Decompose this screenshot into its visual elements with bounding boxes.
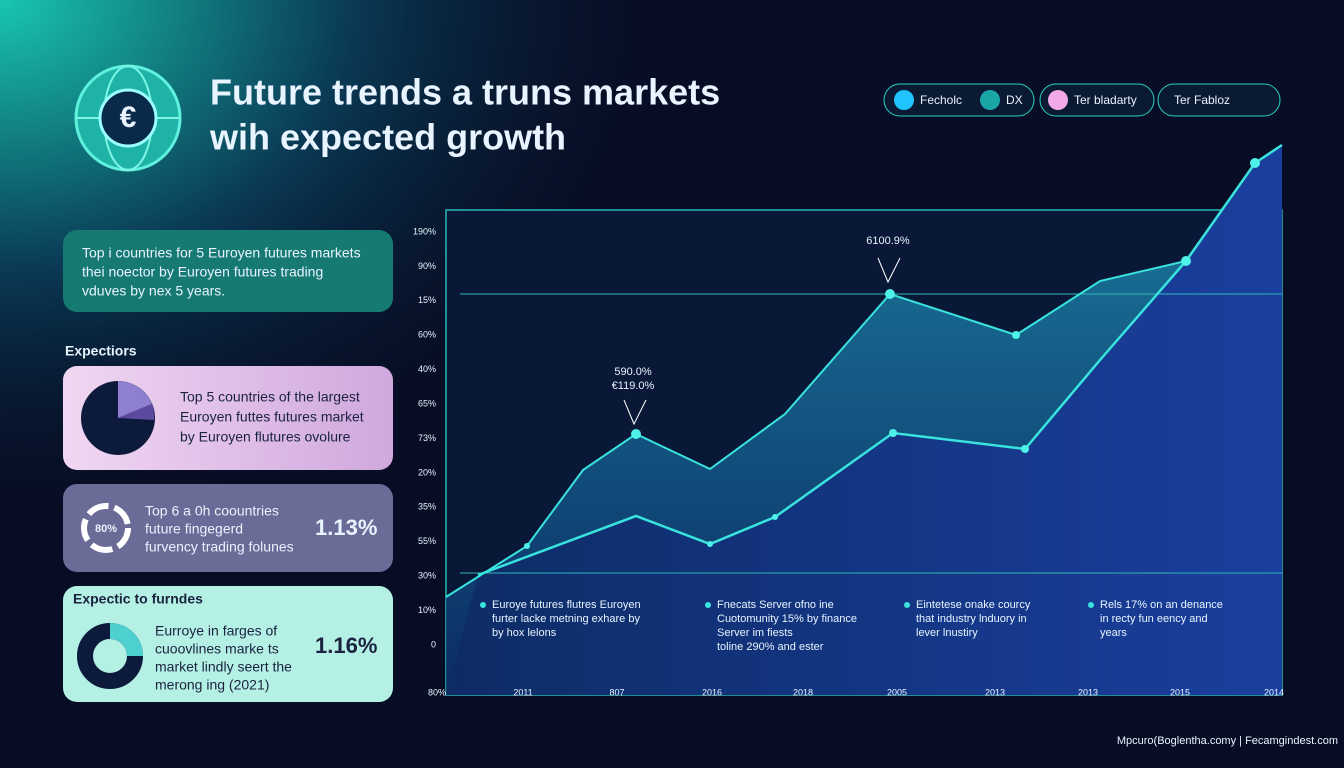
note: toline 290% and ester: [717, 641, 824, 653]
annotation: €119.0%: [612, 380, 655, 392]
cards: Top i countries for 5 Euroyen futures ma…: [63, 230, 393, 702]
y-label: 15%: [418, 295, 436, 305]
y-label: 65%: [418, 398, 436, 408]
note: Server im fiests: [717, 627, 793, 639]
card: [63, 586, 393, 702]
card-text: Top 6 a 0h coountries: [145, 503, 279, 519]
card-text: market lindly seert the: [155, 659, 292, 675]
logo: €: [74, 64, 182, 172]
section-label: Expectiors: [65, 343, 137, 359]
note: Cuotomunity 15% by finance: [717, 613, 857, 625]
card-text: by Euroyen flutures ovolure: [180, 429, 351, 445]
y-label: 30%: [418, 571, 436, 581]
y-label: 35%: [418, 502, 436, 512]
nav-pill[interactable]: [1157, 83, 1281, 117]
title: Future trends a truns markets: [210, 72, 720, 113]
y-label: 10%: [418, 605, 436, 615]
note-bullet: [904, 602, 910, 608]
y-label: 190%: [413, 226, 436, 236]
card-heading: Expectic to furndes: [73, 591, 203, 607]
y-label: 40%: [418, 364, 436, 374]
annotation: 590.0%: [614, 366, 652, 378]
card-text: Top 5 countries of the largest: [180, 389, 360, 405]
note: years: [1100, 627, 1127, 639]
footer: Mpcuro(Boglentha.comy | Fecamgindest.com: [1117, 735, 1338, 747]
x-label: 2016: [702, 687, 722, 697]
card: [63, 366, 393, 470]
nav-item[interactable]: Ter Fabloz: [1174, 93, 1230, 107]
svg-text:€: €: [120, 101, 137, 134]
y-label: 73%: [418, 433, 436, 443]
y-label: 55%: [418, 536, 436, 546]
stat: 1.16%: [315, 633, 377, 658]
note-bullet: [1088, 602, 1094, 608]
card-text: cuoovlines marke ts: [155, 641, 279, 657]
note: in recty fun eency and: [1100, 613, 1208, 625]
x-label: 80%: [428, 687, 446, 697]
note: Fnecats Server ofno ine: [717, 599, 834, 611]
card-text: thei noector by Euroyen futures trading: [82, 264, 323, 280]
card-text: vduves by nex 5 years.: [82, 283, 225, 299]
y-label: 90%: [418, 261, 436, 271]
x-label: 807: [609, 687, 624, 697]
badge: 80%: [95, 523, 117, 535]
card-text: future fingegerd: [145, 521, 243, 537]
note: lever lnustiry: [916, 627, 978, 639]
x-label: 2018: [793, 687, 813, 697]
x-label: 2011: [513, 687, 532, 697]
stat: 1.13%: [315, 515, 377, 540]
card-text: Top i countries for 5 Euroyen futures ma…: [82, 245, 361, 261]
note-bullet: [705, 602, 711, 608]
y-label: 60%: [418, 330, 436, 340]
x-label: 2014: [1264, 687, 1284, 697]
y-label: 0: [431, 639, 436, 649]
title: wih expected growth: [209, 117, 566, 158]
x-label: 2005: [887, 687, 907, 697]
chart: [445, 143, 1283, 696]
card-text: Eurroye in farges of: [155, 623, 277, 639]
x-label: 2015: [1170, 687, 1190, 697]
card: [63, 484, 393, 572]
nav-item[interactable]: DX: [1006, 93, 1023, 107]
nav: Fecholc DX Ter bladarty Ter Fabloz: [883, 83, 1281, 117]
note: furter lacke metning exhare by: [492, 613, 640, 625]
card-text: Euroyen futtes futures market: [180, 409, 364, 425]
nav-item[interactable]: Ter bladarty: [1074, 93, 1137, 107]
nav-item[interactable]: Fecholc: [920, 93, 962, 107]
note-bullet: [480, 602, 486, 608]
nav-pill[interactable]: [1039, 83, 1155, 117]
note: Euroye futures flutres Euroyen: [492, 599, 641, 611]
annotation: 6100.9%: [866, 235, 910, 247]
note: Rels 17% on an denance: [1100, 599, 1223, 611]
y-label: 20%: [418, 467, 436, 477]
card: [63, 230, 393, 312]
x-label: 2013: [1078, 687, 1098, 697]
nav-pill[interactable]: [883, 83, 1035, 117]
note: Eintetese onake courcy: [916, 599, 1031, 611]
note: that industry lnduory in: [916, 613, 1027, 625]
card-text: furvency trading folunes: [145, 539, 294, 555]
note: by hox lelons: [492, 627, 557, 639]
x-label: 2013: [985, 687, 1005, 697]
card-text: merong ing (2021): [155, 677, 269, 693]
